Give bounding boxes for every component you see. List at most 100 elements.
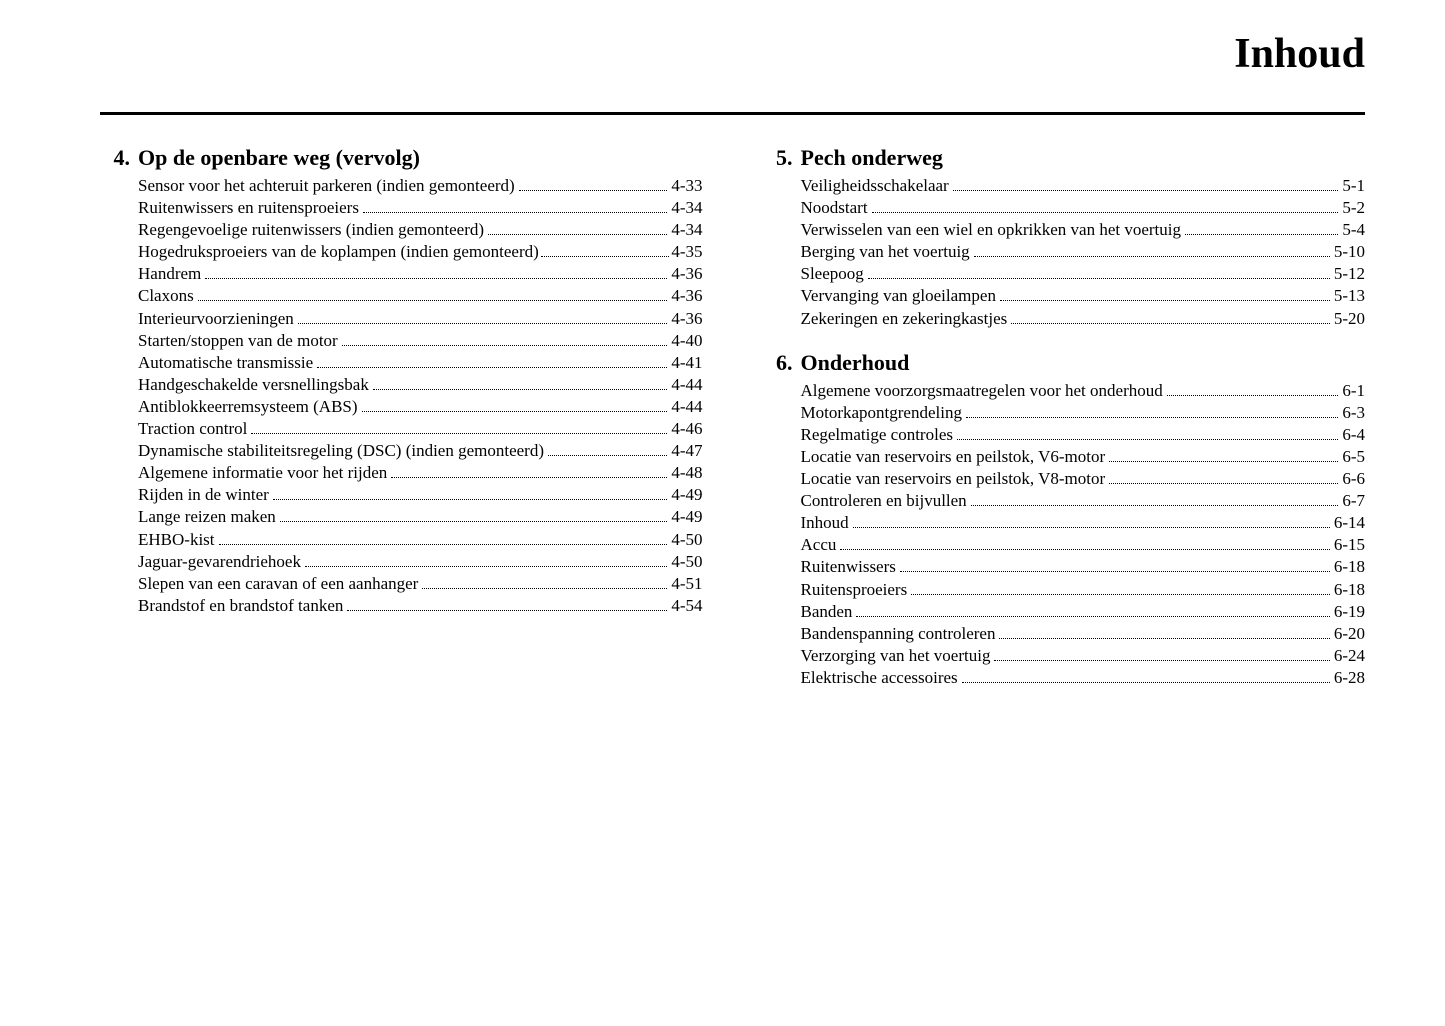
toc-entry-page: 6-20 [1334, 623, 1365, 645]
toc-dot-leader [1011, 323, 1330, 324]
toc-entry: Accu6-15 [801, 534, 1366, 556]
toc-entry-page: 6-4 [1342, 424, 1365, 446]
toc-entry-label: Handrem [138, 263, 201, 285]
toc-dot-leader [1000, 300, 1330, 301]
toc-entry-label: Dynamische stabiliteitsregeling (DSC) (i… [138, 440, 544, 462]
toc-entry-page: 6-1 [1342, 380, 1365, 402]
toc-entry-label: Controleren en bijvullen [801, 490, 967, 512]
toc-entry: Noodstart5-2 [801, 197, 1366, 219]
toc-entry-page: 4-36 [671, 308, 702, 330]
toc-entry-page: 4-47 [671, 440, 702, 462]
toc-dot-leader [363, 212, 667, 213]
toc-entry: Rijden in de winter 4-49 [138, 484, 703, 506]
toc-entry: Hogedruksproeiers van de koplampen (indi… [138, 241, 703, 263]
toc-dot-leader [317, 367, 667, 368]
toc-section-number: 4. [100, 145, 138, 171]
toc-dot-leader [205, 278, 667, 279]
toc-entry-page: 6-15 [1334, 534, 1365, 556]
toc-dot-leader [342, 345, 668, 346]
toc-entry-label: Rijden in de winter [138, 484, 269, 506]
toc-entry-page: 5-2 [1342, 197, 1365, 219]
toc-entry: Motorkapontgrendeling 6-3 [801, 402, 1366, 424]
toc-dot-leader [1109, 461, 1338, 462]
toc-entry-page: 4-34 [671, 219, 702, 241]
toc-entry-label: Automatische transmissie [138, 352, 313, 374]
toc-entry: Zekeringen en zekeringkastjes 5-20 [801, 308, 1366, 330]
toc-entry: Algemene voorzorgsmaatregelen voor het o… [801, 380, 1366, 402]
toc-dot-leader [347, 610, 667, 611]
toc-entry-page: 4-48 [671, 462, 702, 484]
toc-entry-label: Antiblokkeerremsysteem (ABS) [138, 396, 358, 418]
toc-entry-label: Regengevoelige ruitenwissers (indien gem… [138, 219, 484, 241]
toc-entry-label: Jaguar-gevarendriehoek [138, 551, 301, 573]
toc-dot-leader [974, 256, 1330, 257]
toc-entry: Ruitenwissers6-18 [801, 556, 1366, 578]
toc-dot-leader [1167, 395, 1339, 396]
toc-section-number: 5. [763, 145, 801, 171]
toc-entry-label: Motorkapontgrendeling [801, 402, 962, 424]
toc-entry: Locatie van reservoirs en peilstok, V8-m… [801, 468, 1366, 490]
toc-entry-label: Vervanging van gloeilampen [801, 285, 996, 307]
page-root: Inhoud 4.Op de openbare weg (vervolg) Sen… [0, 0, 1445, 749]
toc-entry-page: 4-49 [671, 484, 702, 506]
toc-entry-page: 5-20 [1334, 308, 1365, 330]
toc-entry: Veiligheidsschakelaar5-1 [801, 175, 1366, 197]
toc-entry-label: Lange reizen maken [138, 506, 276, 528]
toc-entry-page: 4-49 [671, 506, 702, 528]
toc-entry-label: Hogedruksproeiers van de koplampen (indi… [138, 241, 539, 263]
toc-entry: Sensor voor het achteruit parkeren (indi… [138, 175, 703, 197]
toc-entry: Regelmatige controles6-4 [801, 424, 1366, 446]
toc-entry-label: Berging van het voertuig [801, 241, 970, 263]
toc-entry-page: 4-36 [671, 285, 702, 307]
toc-dot-leader [362, 411, 668, 412]
toc-dot-leader [280, 521, 668, 522]
page-title: Inhoud [100, 30, 1365, 84]
toc-entry: Bandenspanning controleren6-20 [801, 623, 1366, 645]
toc-section: 6.OnderhoudAlgemene voorzorgsmaatregelen… [763, 350, 1366, 689]
toc-section-head: 4.Op de openbare weg (vervolg) [100, 145, 703, 171]
toc-entry: Verwisselen van een wiel en opkrikken va… [801, 219, 1366, 241]
toc-entry-page: 6-3 [1342, 402, 1365, 424]
toc-entry: Brandstof en brandstof tanken 4-54 [138, 595, 703, 617]
toc-entry: Sleepoog5-12 [801, 263, 1366, 285]
toc-entry-label: Algemene voorzorgsmaatregelen voor het o… [801, 380, 1163, 402]
toc-dot-leader [966, 417, 1338, 418]
toc-section-title: Op de openbare weg (vervolg) [138, 145, 703, 171]
toc-entry-page: 4-36 [671, 263, 702, 285]
toc-entry: Controleren en bijvullen6-7 [801, 490, 1366, 512]
toc-entry: Slepen van een caravan of een aanhanger4… [138, 573, 703, 595]
toc-dot-leader [868, 278, 1330, 279]
toc-entry-page: 5-1 [1342, 175, 1365, 197]
toc-section-head: 5.Pech onderweg [763, 145, 1366, 171]
toc-entry-page: 4-35 [671, 241, 702, 263]
toc-entries: Sensor voor het achteruit parkeren (indi… [100, 175, 703, 617]
toc-section: 5.Pech onderweg Veiligheidsschakelaar5-1N… [763, 145, 1366, 330]
toc-entry: Banden6-19 [801, 601, 1366, 623]
toc-section-title: Onderhoud [801, 350, 1366, 376]
toc-entry-label: Traction control [138, 418, 247, 440]
toc-entry-page: 4-46 [671, 418, 702, 440]
toc-entry: Starten/stoppen van de motor4-40 [138, 330, 703, 352]
toc-entry-label: Interieurvoorzieningen [138, 308, 294, 330]
toc-entry-label: Zekeringen en zekeringkastjes [801, 308, 1008, 330]
toc-entry: Lange reizen maken 4-49 [138, 506, 703, 528]
toc-entry-page: 4-34 [671, 197, 702, 219]
toc-dot-leader [840, 549, 1329, 550]
toc-entry-page: 6-6 [1342, 468, 1365, 490]
toc-entry-label: Sleepoog [801, 263, 864, 285]
toc-dot-leader [911, 594, 1330, 595]
toc-dot-leader [305, 566, 667, 567]
toc-entry: Interieurvoorzieningen 4-36 [138, 308, 703, 330]
toc-entry-page: 4-54 [671, 595, 702, 617]
toc-dot-leader [971, 505, 1339, 506]
toc-dot-leader [548, 455, 667, 456]
toc-entry-page: 6-24 [1334, 645, 1365, 667]
toc-entry-label: Brandstof en brandstof tanken [138, 595, 343, 617]
toc-dot-leader [198, 300, 668, 301]
toc-entry: Berging van het voertuig5-10 [801, 241, 1366, 263]
toc-entry-label: Locatie van reservoirs en peilstok, V6-m… [801, 446, 1106, 468]
toc-entry-page: 4-44 [671, 396, 702, 418]
toc-entry: Ruitenwissers en ruitensproeiers4-34 [138, 197, 703, 219]
toc-section-title: Pech onderweg [801, 145, 1366, 171]
toc-entry-label: Verwisselen van een wiel en opkrikken va… [801, 219, 1182, 241]
